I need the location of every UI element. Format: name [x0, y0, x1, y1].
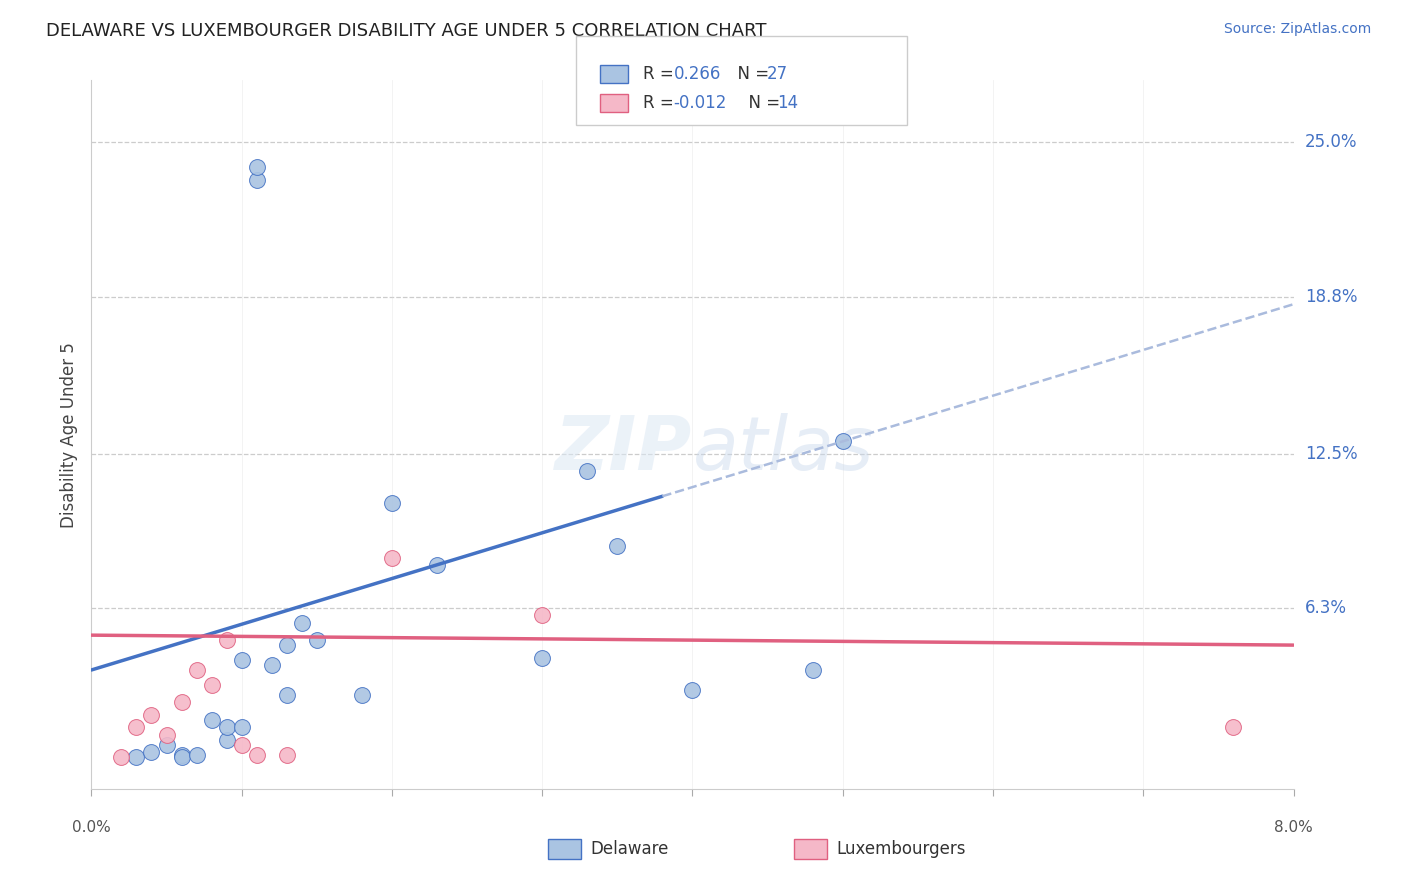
Point — [141, 707, 163, 722]
Text: 0.0%: 0.0% — [72, 820, 111, 835]
Text: R =: R = — [643, 94, 679, 112]
Point — [170, 750, 193, 764]
Point — [246, 161, 269, 175]
Point — [201, 678, 224, 692]
Text: 12.5%: 12.5% — [1305, 444, 1357, 463]
Point — [231, 738, 253, 752]
Point — [125, 720, 148, 734]
Text: 18.8%: 18.8% — [1305, 288, 1357, 306]
Point — [305, 633, 328, 648]
Point — [125, 750, 148, 764]
Point — [576, 464, 599, 478]
Text: R =: R = — [643, 65, 679, 83]
Point — [186, 663, 208, 677]
Point — [426, 558, 449, 573]
Point — [801, 663, 824, 677]
Point — [141, 745, 163, 759]
Point — [170, 747, 193, 762]
Point — [531, 608, 554, 623]
Point — [201, 713, 224, 727]
Text: N =: N = — [727, 65, 775, 83]
Text: Source: ZipAtlas.com: Source: ZipAtlas.com — [1223, 22, 1371, 37]
Text: N =: N = — [738, 94, 786, 112]
Point — [276, 688, 298, 702]
Text: DELAWARE VS LUXEMBOURGER DISABILITY AGE UNDER 5 CORRELATION CHART: DELAWARE VS LUXEMBOURGER DISABILITY AGE … — [46, 22, 766, 40]
Point — [170, 695, 193, 709]
Text: -0.012: -0.012 — [673, 94, 727, 112]
Point — [531, 650, 554, 665]
Point — [276, 747, 298, 762]
Point — [350, 688, 373, 702]
Text: ZIP: ZIP — [555, 412, 692, 485]
Point — [681, 682, 703, 697]
Text: 25.0%: 25.0% — [1305, 134, 1357, 152]
Point — [381, 496, 404, 510]
Point — [260, 658, 283, 673]
Point — [1222, 720, 1244, 734]
Point — [215, 633, 238, 648]
Point — [186, 747, 208, 762]
Text: Luxembourgers: Luxembourgers — [837, 840, 966, 858]
Point — [155, 728, 177, 742]
Text: 0.266: 0.266 — [673, 65, 721, 83]
Point — [231, 653, 253, 667]
Point — [110, 750, 132, 764]
Point — [246, 747, 269, 762]
Text: atlas: atlas — [692, 413, 875, 485]
Y-axis label: Disability Age Under 5: Disability Age Under 5 — [59, 342, 77, 528]
Point — [831, 434, 853, 448]
Point — [291, 615, 314, 630]
Point — [231, 720, 253, 734]
Point — [215, 732, 238, 747]
Point — [276, 638, 298, 652]
Point — [246, 173, 269, 187]
Point — [215, 720, 238, 734]
Point — [155, 738, 177, 752]
Text: 8.0%: 8.0% — [1274, 820, 1313, 835]
Text: 27: 27 — [766, 65, 787, 83]
Text: 14: 14 — [778, 94, 799, 112]
Point — [381, 551, 404, 566]
Text: Delaware: Delaware — [591, 840, 669, 858]
Point — [606, 539, 628, 553]
Text: 6.3%: 6.3% — [1305, 599, 1347, 616]
